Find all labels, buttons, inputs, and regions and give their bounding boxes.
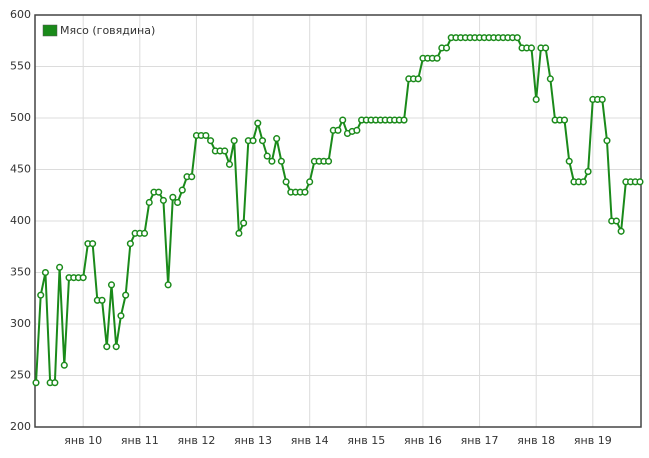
point (79, 274, 87, 282)
point (41, 268, 49, 277)
y-tick-label: 200 (10, 420, 31, 433)
point (546, 75, 554, 83)
point (258, 137, 267, 145)
point (60, 361, 68, 369)
point (301, 188, 309, 196)
y-tick-label: 250 (10, 369, 31, 382)
y-tick-label: 450 (10, 163, 31, 176)
point (145, 198, 153, 207)
point (240, 219, 248, 227)
x-tick-label: янв 19 (574, 434, 612, 447)
x-tick-label: янв 18 (517, 434, 555, 447)
point (188, 173, 196, 181)
point (89, 240, 97, 248)
y-tick-label: 550 (10, 60, 31, 73)
x-tick-label: янв 17 (461, 434, 499, 447)
point (37, 291, 45, 299)
point (107, 281, 116, 289)
point (126, 240, 134, 248)
y-tick-label: 300 (10, 317, 31, 330)
point (117, 312, 125, 320)
point (513, 34, 521, 42)
point (306, 178, 314, 186)
point (155, 188, 163, 196)
legend-swatch (42, 24, 58, 37)
point (169, 193, 177, 201)
plot-border (34, 14, 642, 428)
point (202, 131, 210, 140)
point (230, 137, 238, 145)
point (560, 116, 569, 124)
x-tick-label: янв 16 (404, 434, 442, 447)
point (612, 217, 620, 225)
point (532, 95, 540, 104)
point (207, 137, 215, 145)
point (112, 343, 120, 351)
point (636, 178, 644, 186)
point (56, 263, 64, 271)
point (225, 160, 234, 168)
point (584, 168, 592, 176)
point (334, 126, 342, 134)
point (174, 198, 182, 207)
point (103, 343, 111, 351)
point (273, 135, 281, 143)
point (221, 147, 229, 155)
point (325, 157, 333, 165)
point (617, 227, 625, 235)
legend-label: Мясо (говядина) (60, 24, 155, 37)
y-tick-label: 350 (10, 266, 31, 279)
point (339, 116, 347, 124)
point (51, 379, 59, 387)
point (268, 157, 276, 165)
point (140, 229, 149, 237)
point (603, 137, 611, 145)
point (263, 152, 271, 160)
x-tick-label: янв 15 (347, 434, 385, 447)
point (277, 157, 285, 165)
point (542, 44, 550, 52)
x-tick-label: янв 13 (234, 434, 272, 447)
point (353, 126, 361, 134)
x-tick-label: янв 10 (64, 434, 102, 447)
point (527, 44, 536, 52)
point (400, 116, 408, 124)
point (235, 229, 243, 237)
point (414, 75, 422, 83)
x-tick-label: янв 12 (178, 434, 216, 447)
point (178, 186, 186, 194)
point (122, 291, 130, 299)
point (565, 157, 573, 165)
x-tick-label: янв 11 (121, 434, 159, 447)
y-tick-label: 600 (10, 8, 31, 21)
point (254, 119, 262, 127)
point (159, 196, 167, 204)
point (442, 44, 451, 52)
point (164, 281, 172, 289)
point (433, 54, 441, 62)
point (249, 137, 257, 145)
point (579, 178, 587, 186)
point (282, 178, 290, 186)
y-tick-label: 500 (10, 111, 31, 124)
point (98, 296, 106, 304)
point (32, 379, 40, 387)
point (598, 95, 606, 104)
x-tick-label: янв 14 (291, 434, 329, 447)
y-tick-label: 400 (10, 214, 31, 227)
